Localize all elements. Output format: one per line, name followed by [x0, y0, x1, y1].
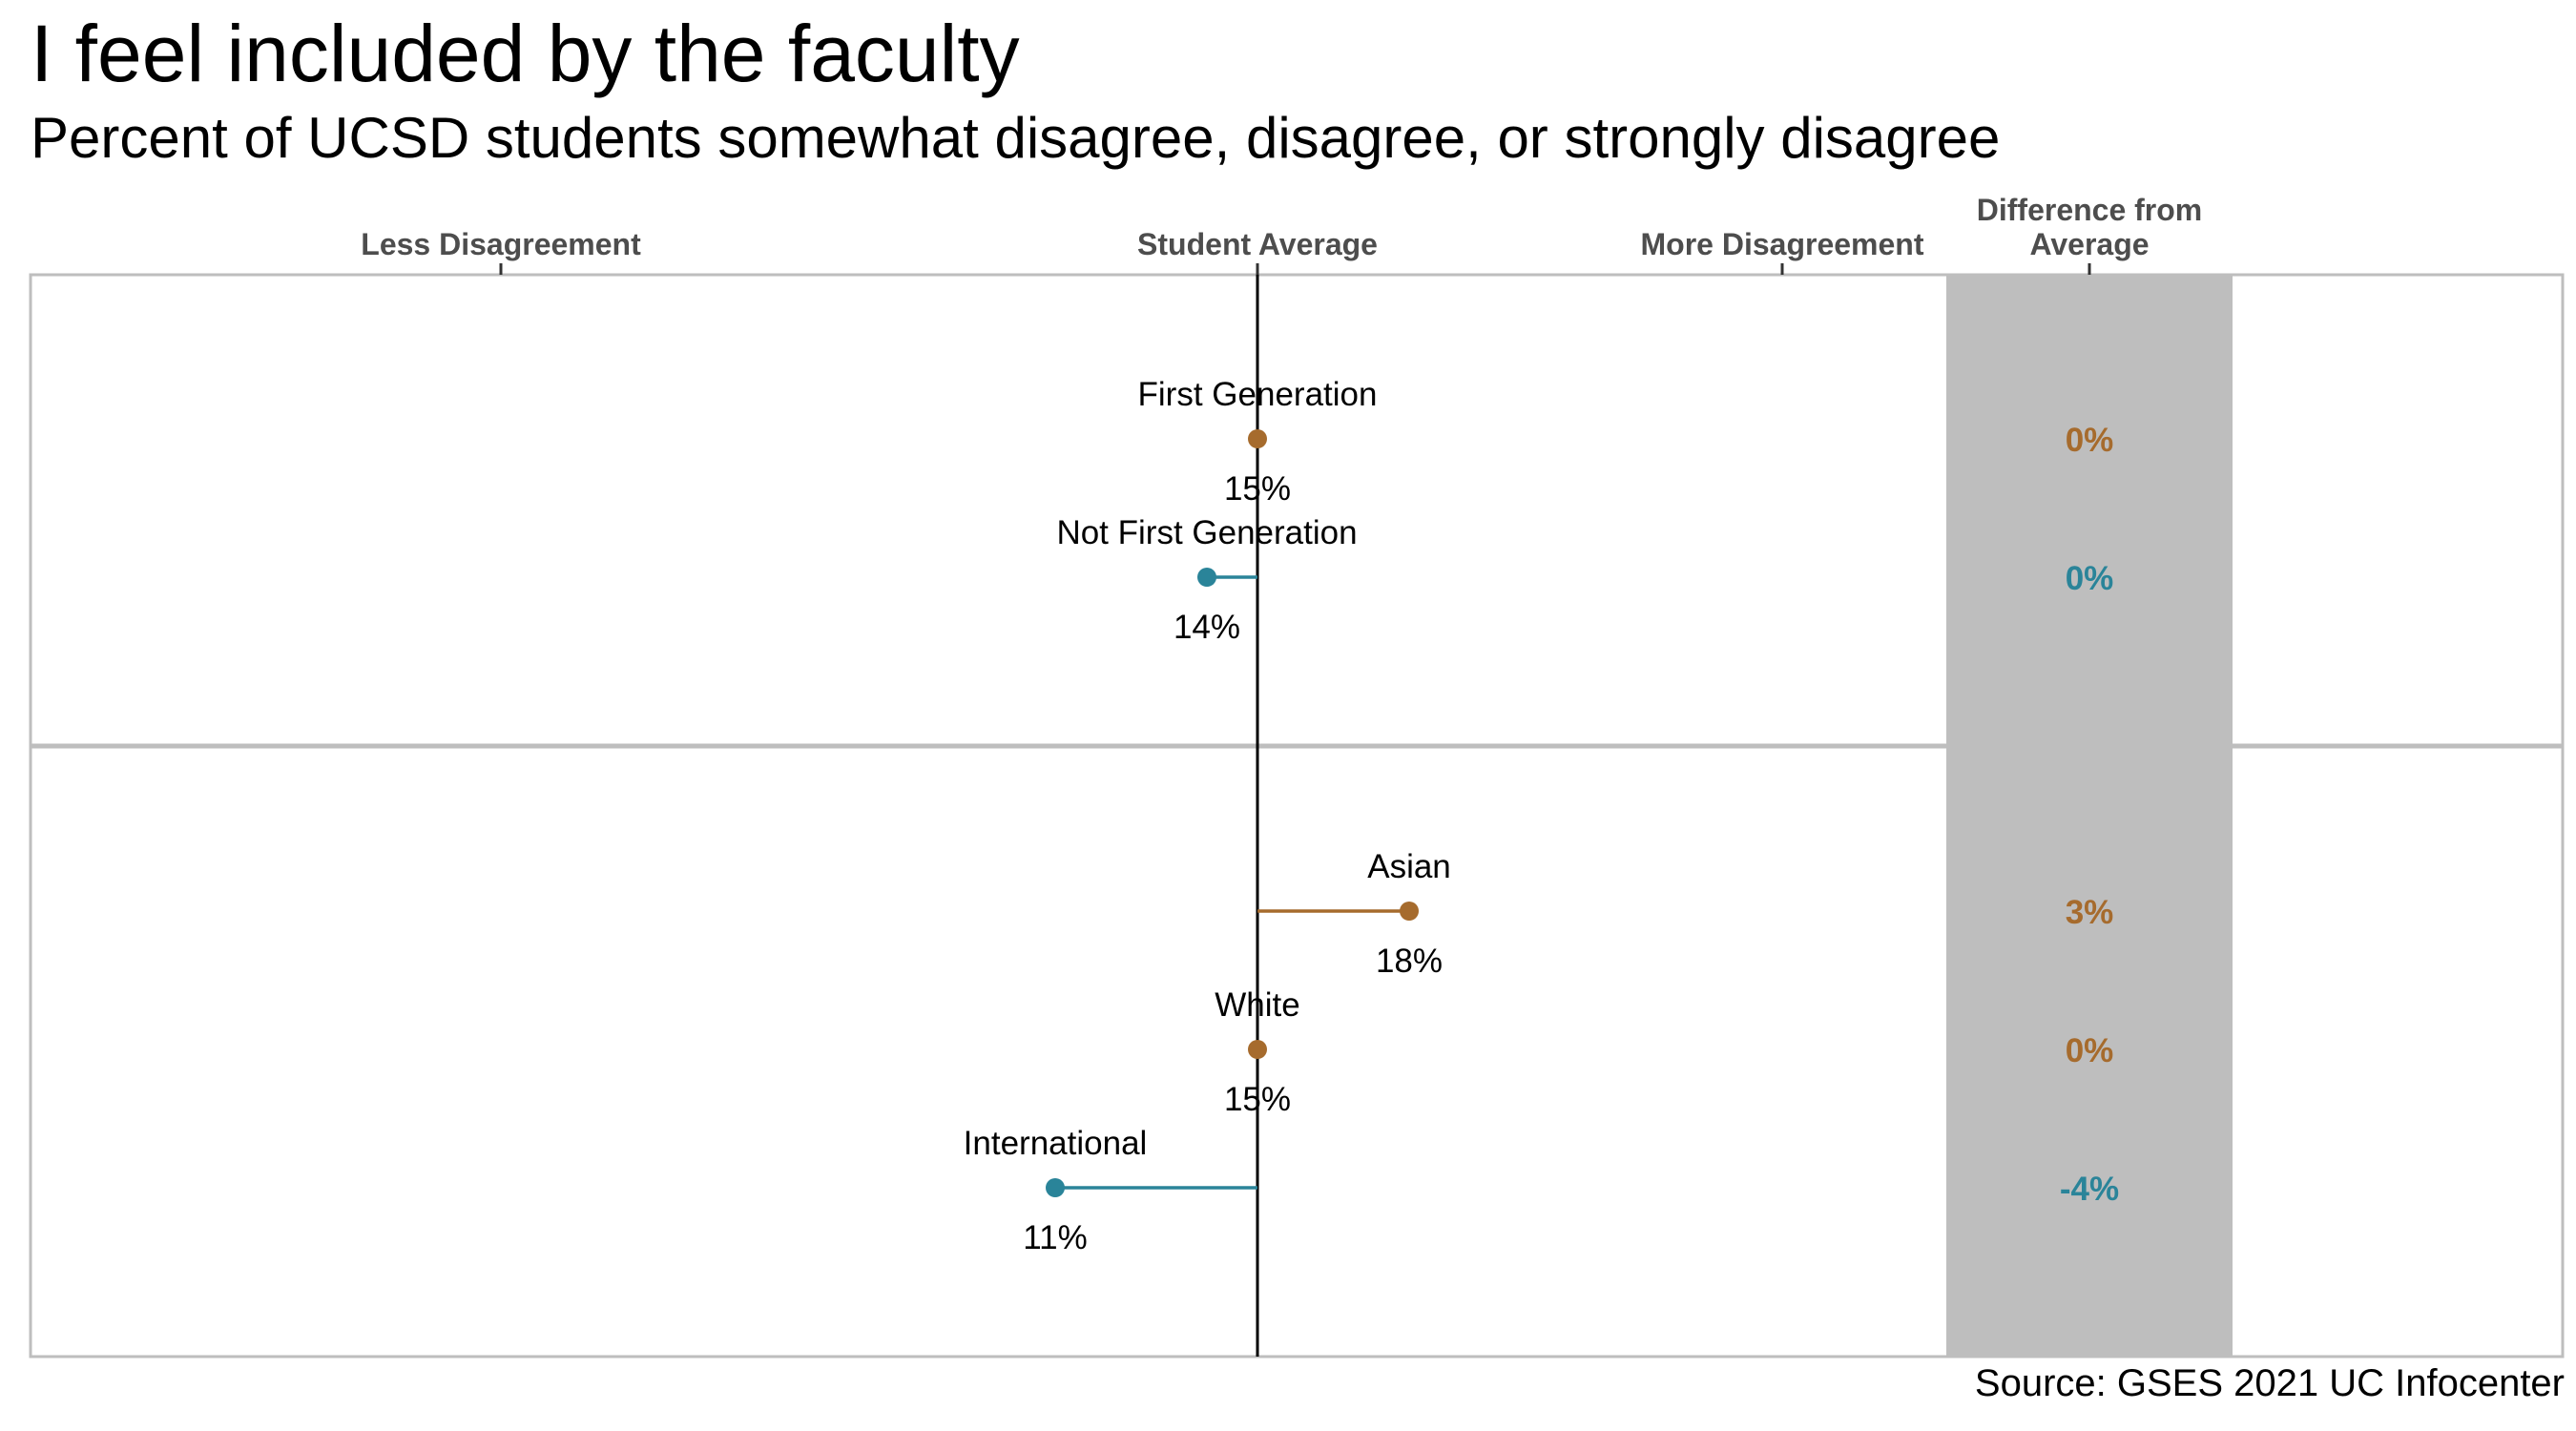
difference-label: -4%: [2060, 1171, 2119, 1208]
axis-label-more: More Disagreement: [1641, 227, 1924, 261]
lollipop-point: [1197, 568, 1216, 587]
difference-label: 0%: [2066, 560, 2114, 597]
group-label: Not First Generation: [1056, 514, 1357, 551]
group-label: First Generation: [1138, 376, 1378, 413]
difference-band: [1946, 275, 2233, 1357]
axis-label-average: Student Average: [1137, 227, 1378, 261]
value-label: 11%: [1023, 1219, 1087, 1256]
group-label: Asian: [1367, 848, 1451, 885]
group-label: White: [1215, 986, 1299, 1024]
panel-border: [29, 273, 2565, 1358]
difference-label: 0%: [2066, 422, 2114, 459]
chart-subtitle: Percent of UCSD students somewhat disagr…: [31, 106, 2001, 170]
difference-label: 3%: [2066, 894, 2114, 931]
lollipop-point: [1248, 429, 1267, 448]
chart-title: I feel included by the faculty: [31, 9, 1020, 98]
value-label: 15%: [1224, 470, 1291, 508]
difference-label: 0%: [2066, 1032, 2114, 1069]
axis-label-difference: Difference from Average: [1977, 193, 2203, 261]
lollipop-point: [1046, 1178, 1065, 1197]
axis-label-less: Less Disagreement: [361, 227, 641, 261]
lollipop-point: [1400, 902, 1419, 921]
source-caption: Source: GSES 2021 UC Infocenter: [1974, 1362, 2565, 1404]
value-label: 14%: [1174, 609, 1240, 646]
group-label: International: [964, 1125, 1148, 1162]
value-label: 18%: [1376, 943, 1443, 980]
lollipop-point: [1248, 1040, 1267, 1059]
value-label: 15%: [1224, 1081, 1291, 1118]
